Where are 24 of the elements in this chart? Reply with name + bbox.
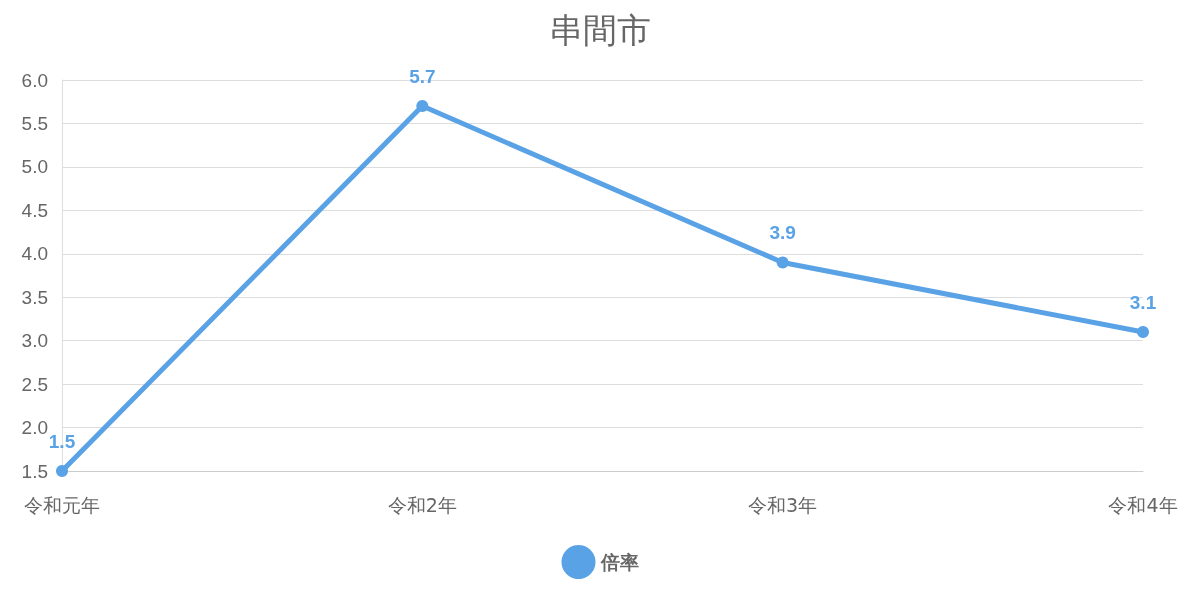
point <box>56 465 68 477</box>
y-tick-label: 6.0 <box>21 69 48 91</box>
y-tick-label: 4.0 <box>21 243 48 265</box>
x-tick-label: 令和2年 <box>387 493 457 516</box>
y-tick-label: 5.0 <box>21 156 48 178</box>
y-tick-label: 4.5 <box>21 199 48 221</box>
y-tick-label: 2.0 <box>21 417 48 439</box>
data-label: 5.7 <box>409 66 436 88</box>
y-tick-label: 2.5 <box>21 373 48 395</box>
chart-title: 串間市 <box>549 10 651 50</box>
data-label: 3.1 <box>1129 291 1157 313</box>
point <box>416 100 429 113</box>
legend-label: 倍率 <box>599 551 639 573</box>
point <box>1137 325 1149 338</box>
x-tick-label: 令和元年 <box>24 493 100 516</box>
data-label: 3.9 <box>769 222 796 244</box>
y-tick-label: 3.5 <box>21 286 48 308</box>
x-tick-label: 令和4年 <box>1108 493 1178 516</box>
y-tick-label: 5.5 <box>21 112 48 134</box>
y-tick-label: 3.0 <box>21 330 48 352</box>
y-tick-label: 1.5 <box>21 460 48 482</box>
x-tick-label: 令和3年 <box>748 493 818 516</box>
point <box>776 256 789 269</box>
data-label: 1.5 <box>48 431 76 452</box>
